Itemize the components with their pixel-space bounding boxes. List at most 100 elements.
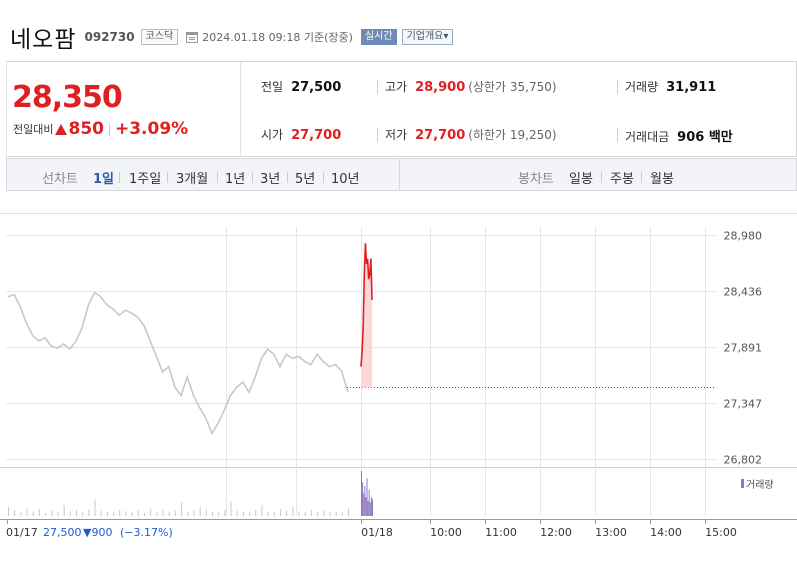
high-label: 고가 xyxy=(385,80,408,94)
volume-cell: 거래량 31,911 xyxy=(625,78,716,95)
change-row: 전일대비 850 +3.09% xyxy=(13,119,188,139)
divider xyxy=(399,159,400,190)
volume-bar xyxy=(261,505,263,516)
volume-bar xyxy=(280,509,281,516)
lower-limit: (하한가 19,250) xyxy=(468,128,557,142)
divider xyxy=(601,172,602,183)
tab-1week[interactable]: 1주일 xyxy=(129,172,162,187)
volume-bar xyxy=(367,501,369,516)
volume-bar xyxy=(370,497,372,516)
quote-summary: 28,350 전일대비 850 +3.09% 전일 27,500 고가 28,9… xyxy=(6,61,797,157)
divider xyxy=(167,172,168,183)
volume-bar xyxy=(364,486,366,516)
x-tick-label: 01/18 xyxy=(361,526,393,539)
volume-bar xyxy=(236,510,238,516)
volume-legend-swatch xyxy=(741,479,744,488)
volume-legend-label: 거래량 xyxy=(746,479,774,491)
volume-value: 31,911 xyxy=(666,80,717,95)
prev-close-label: 전일 xyxy=(261,80,284,94)
divider xyxy=(377,80,378,94)
volume-bar xyxy=(368,489,370,516)
y-tick-label: 26,802 xyxy=(724,454,763,467)
volume-bar xyxy=(119,510,121,516)
volume-bar xyxy=(8,507,9,516)
x-tick-label: 15:00 xyxy=(705,526,737,539)
tab-monthly-candle[interactable]: 월봉 xyxy=(650,172,674,187)
volume-bar xyxy=(317,511,319,516)
tab-1day[interactable]: 1일 xyxy=(93,172,115,187)
high-cell: 고가 28,900 (상한가 35,750) xyxy=(385,78,557,95)
volume-bar xyxy=(218,512,220,516)
volume-bar xyxy=(212,511,213,516)
divider xyxy=(641,172,642,183)
volume-bar xyxy=(76,510,77,516)
prev-close-cell: 전일 27,500 xyxy=(261,78,341,95)
low-label: 저가 xyxy=(385,128,408,142)
volume-bar xyxy=(187,511,189,516)
y-tick-label: 28,980 xyxy=(724,230,763,243)
y-tick-label: 28,436 xyxy=(724,286,763,299)
volume-bar xyxy=(286,510,288,516)
volume-bar xyxy=(224,510,226,516)
high-value: 28,900 xyxy=(415,80,466,95)
volume-bar xyxy=(57,512,59,516)
change-label: 전일대비 xyxy=(13,123,54,136)
candle-chart-label: 봉차트 xyxy=(518,172,554,187)
stock-code: 092730 xyxy=(84,30,135,44)
tab-daily-candle[interactable]: 일봉 xyxy=(569,172,593,187)
tab-10years[interactable]: 10년 xyxy=(331,172,360,187)
volume-bar xyxy=(242,511,244,516)
volume-bar xyxy=(94,499,96,516)
volume-bar xyxy=(113,512,115,516)
tab-5years[interactable]: 5년 xyxy=(295,172,316,187)
volume-bar xyxy=(348,508,349,516)
volume-bar xyxy=(14,510,16,516)
market-badge: 코스닥 xyxy=(140,29,179,45)
volume-bar xyxy=(63,505,65,516)
change-value: 850 xyxy=(68,119,104,139)
trade-value-label: 거래대금 xyxy=(625,130,670,144)
divider xyxy=(287,172,288,183)
volume-bar xyxy=(369,502,371,516)
company-info-button[interactable]: 기업개요▾ xyxy=(401,29,454,45)
volume-bar xyxy=(32,511,34,516)
low-cell: 저가 27,700 (하한가 19,250) xyxy=(385,126,557,143)
tab-3years[interactable]: 3년 xyxy=(260,172,281,187)
volume-bar xyxy=(144,513,145,516)
tab-1year[interactable]: 1년 xyxy=(225,172,246,187)
divider xyxy=(377,128,378,142)
volume-bar xyxy=(273,512,275,516)
stock-header: 네오팜 092730 코스닥 2024.01.18 09:18 기준(장중) 실… xyxy=(10,22,454,53)
realtime-badge: 실시간 xyxy=(360,29,397,45)
volume-bar xyxy=(168,512,170,516)
volume-bar xyxy=(304,512,306,516)
volume-bar xyxy=(292,507,294,516)
volume-bar xyxy=(38,509,40,516)
volume-bar xyxy=(372,499,373,516)
volume-bar xyxy=(365,497,367,516)
volume-bar xyxy=(20,512,22,516)
series-today-line xyxy=(360,243,373,367)
x-tick-label: 12:00 xyxy=(540,526,572,539)
footer-change: ▼900 xyxy=(83,526,112,539)
y-tick-label: 27,347 xyxy=(724,398,763,411)
calendar-icon xyxy=(186,31,199,43)
divider xyxy=(617,80,618,94)
upper-limit: (상한가 35,750) xyxy=(468,80,557,94)
volume-bar xyxy=(125,511,127,516)
footer-pct: (−3.17%) xyxy=(120,526,173,539)
tab-3months[interactable]: 3개월 xyxy=(176,172,209,187)
divider xyxy=(617,128,618,142)
current-price: 28,350 xyxy=(12,80,123,115)
volume-bar xyxy=(329,512,331,516)
volume-bar xyxy=(156,511,158,516)
footer-date: 01/17 xyxy=(6,526,38,539)
volume-bar xyxy=(366,478,368,516)
divider xyxy=(252,172,253,183)
tab-weekly-candle[interactable]: 주봉 xyxy=(610,172,634,187)
volume-bar xyxy=(323,510,325,516)
open-value: 27,700 xyxy=(291,128,342,143)
volume-bar xyxy=(249,512,251,516)
volume-bar xyxy=(131,512,133,516)
volume-bar xyxy=(26,508,28,516)
